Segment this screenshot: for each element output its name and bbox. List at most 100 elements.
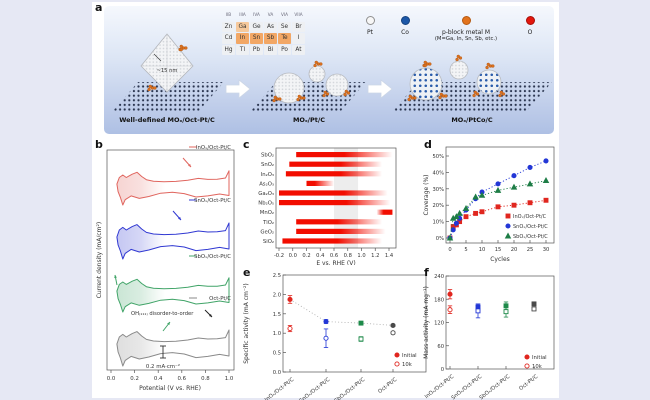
stage-label-2: MOₓ/Pt/C (292, 116, 326, 124)
particle-dot-icon (400, 16, 410, 25)
svg-text:0.0: 0.0 (273, 370, 281, 376)
svg-text:60: 60 (437, 344, 444, 350)
svg-text:Initial: Initial (532, 355, 547, 361)
svg-text:0.2: 0.2 (302, 253, 310, 259)
svg-text:SnOₓ/Oct-Pt/C: SnOₓ/Oct-Pt/C (194, 198, 231, 204)
ptable-element-Ge: Ge (250, 21, 263, 32)
particle-dot-icon (525, 16, 535, 25)
svg-text:Ga₂O₃: Ga₂O₃ (258, 191, 274, 197)
svg-text:30%: 30% (432, 187, 444, 193)
svg-text:0.6: 0.6 (178, 376, 187, 382)
svg-text:SiO₂: SiO₂ (263, 239, 274, 245)
svg-text:10: 10 (479, 247, 486, 253)
ptable-element-In: In (236, 33, 249, 44)
ptable-element-Po: Po (278, 44, 291, 55)
panel-d-coverage-chart: 0% 10% 20% 30% 40% 50% 0 5 10 15 20 25 30 Cycles Cover… (423, 146, 555, 263)
svg-text:Initial: Initial (402, 353, 417, 359)
svg-text:SbOₓ/Oct-Pt/C: SbOₓ/Oct-Pt/C (194, 254, 231, 260)
svg-text:0.0: 0.0 (289, 253, 297, 259)
svg-text:1.0: 1.0 (273, 331, 281, 337)
ptable-element-As: As (264, 21, 277, 32)
svg-text:0.2: 0.2 (130, 376, 139, 382)
legend-item-pt: Pt (325, 10, 415, 37)
svg-text:E vs. RHE (V): E vs. RHE (V) (316, 260, 355, 265)
ptable-element-Ga: Ga (236, 21, 249, 32)
svg-text:Current density (mA/cm²): Current density (mA/cm²) (96, 222, 103, 299)
svg-text:0.4: 0.4 (154, 376, 163, 382)
svg-text:2.0: 2.0 (273, 292, 281, 298)
svg-text:0.6: 0.6 (330, 253, 338, 259)
legend-label: O (527, 29, 533, 36)
svg-text:SnOₓ/Oct-Pt/C: SnOₓ/Oct-Pt/C (298, 377, 331, 400)
stage-label-3: MOₓ/PtCo/C (451, 116, 493, 124)
svg-text:Cycles: Cycles (490, 256, 510, 263)
svg-text:1.0: 1.0 (225, 376, 234, 382)
stage-label-1: Well-defined MOₓ/Oct-Pt/C (119, 116, 215, 124)
panel-a-schematic: ~15 nm IIB IIIA IVA VA VIA VIIA Zn Ga Ge As Se Br Cd… (104, 6, 554, 134)
svg-text:0.5: 0.5 (273, 351, 281, 357)
panel-f-letter: f (424, 266, 429, 279)
synthesis-scheme-drawing: ~15 nm (112, 33, 552, 112)
legend-item-o: O (485, 10, 575, 37)
svg-text:1.0: 1.0 (357, 253, 365, 259)
svg-text:1.5: 1.5 (273, 312, 281, 318)
svg-text:Oct-Pt/C: Oct-Pt/C (377, 377, 398, 395)
svg-text:-0.2: -0.2 (274, 253, 284, 259)
legend-item-co: Co (360, 10, 450, 37)
svg-text:Oct-Pt/C: Oct-Pt/C (518, 374, 539, 392)
svg-text:180: 180 (434, 297, 444, 303)
svg-text:Specific activity (mA cm⁻²): Specific activity (mA cm⁻²) (243, 283, 250, 364)
svg-text:10k: 10k (532, 364, 543, 370)
ptable-element-Zn: Zn (222, 21, 235, 32)
svg-text:25: 25 (527, 247, 534, 253)
svg-text:~15 nm: ~15 nm (157, 68, 178, 74)
panel-c-stability-window-chart: SbO₂ SnO₂ In₂O₃ As₂O₃ Ga₂O₃ Nb₂O₅ MnO₂ TiO₂ GeO₂… (258, 147, 397, 265)
svg-text:Coverage (%): Coverage (%) (423, 174, 430, 215)
ptable-element-Tl: Tl (236, 44, 249, 55)
legend-sublabel: (M=Ga, In, Sn, Sb, etc.) (434, 35, 498, 42)
svg-text:Oct-Pt/C: Oct-Pt/C (209, 296, 231, 302)
svg-text:1.4: 1.4 (385, 253, 394, 259)
svg-text:0: 0 (448, 247, 451, 253)
svg-text:TiO₂: TiO₂ (262, 220, 274, 226)
svg-text:InOₓ/Oct-Pt/C: InOₓ/Oct-Pt/C (513, 214, 547, 220)
svg-text:30: 30 (543, 247, 550, 253)
svg-text:SbOₓ/Oct-Pt/C: SbOₓ/Oct-Pt/C (333, 377, 366, 400)
svg-text:SbO₂: SbO₂ (261, 153, 274, 159)
svg-text:GeO₂: GeO₂ (260, 229, 274, 235)
svg-text:20%: 20% (432, 203, 444, 209)
svg-text:120: 120 (434, 321, 444, 327)
panel-b-letter: b (95, 138, 103, 151)
particle-dot-icon (461, 16, 471, 25)
svg-text:0.2 mA·cm⁻²: 0.2 mA·cm⁻² (146, 363, 180, 370)
svg-text:InOₓ/Oct-Pt/C: InOₓ/Oct-Pt/C (196, 145, 231, 151)
panel-e-specific-activity-chart: 0.0 0.5 1.0 1.5 2.0 2.5 InOₓ/Oct-Pt/C SnOₓ/Oct-… (243, 273, 427, 400)
periodic-table: IIB IIIA IVA VA VIA VIIA Zn Ga Ge As Se Br Cd In Sn Sb T… (222, 10, 305, 55)
ptable-group-header: IIIA (239, 12, 246, 17)
svg-text:Mass activity (mA mg⁻¹): Mass activity (mA mg⁻¹) (423, 286, 430, 359)
svg-text:10k: 10k (402, 362, 413, 368)
ptable-element-Sn: Sn (250, 33, 263, 44)
ptable-element-Bi: Bi (264, 44, 277, 55)
ptable-element-Se: Se (278, 21, 291, 32)
panel-c-letter: c (243, 138, 250, 151)
panel-a-letter: a (95, 1, 103, 14)
svg-text:0.8: 0.8 (201, 376, 210, 382)
svg-text:In₂O₃: In₂O₃ (261, 172, 274, 178)
ptable-element-I: I (292, 33, 305, 44)
svg-text:Potential (V vs. RHE): Potential (V vs. RHE) (139, 385, 201, 392)
svg-text:0.0: 0.0 (107, 376, 116, 382)
ptable-group-header: VIA (281, 12, 288, 17)
svg-text:5: 5 (464, 247, 467, 253)
ptable-element-Pb: Pb (250, 44, 263, 55)
svg-text:240: 240 (434, 274, 444, 280)
panel-e-letter: e (243, 266, 251, 279)
svg-text:20: 20 (511, 247, 518, 253)
svg-text:10%: 10% (432, 220, 444, 226)
svg-text:50%: 50% (432, 154, 444, 160)
ptable-element-Br: Br (292, 21, 305, 32)
svg-text:40%: 40% (432, 170, 444, 176)
svg-text:0.8: 0.8 (344, 253, 352, 259)
legend-item-p-block-metal-m: p-block metal M (M=Ga, In, Sn, Sb, etc.) (421, 10, 511, 42)
